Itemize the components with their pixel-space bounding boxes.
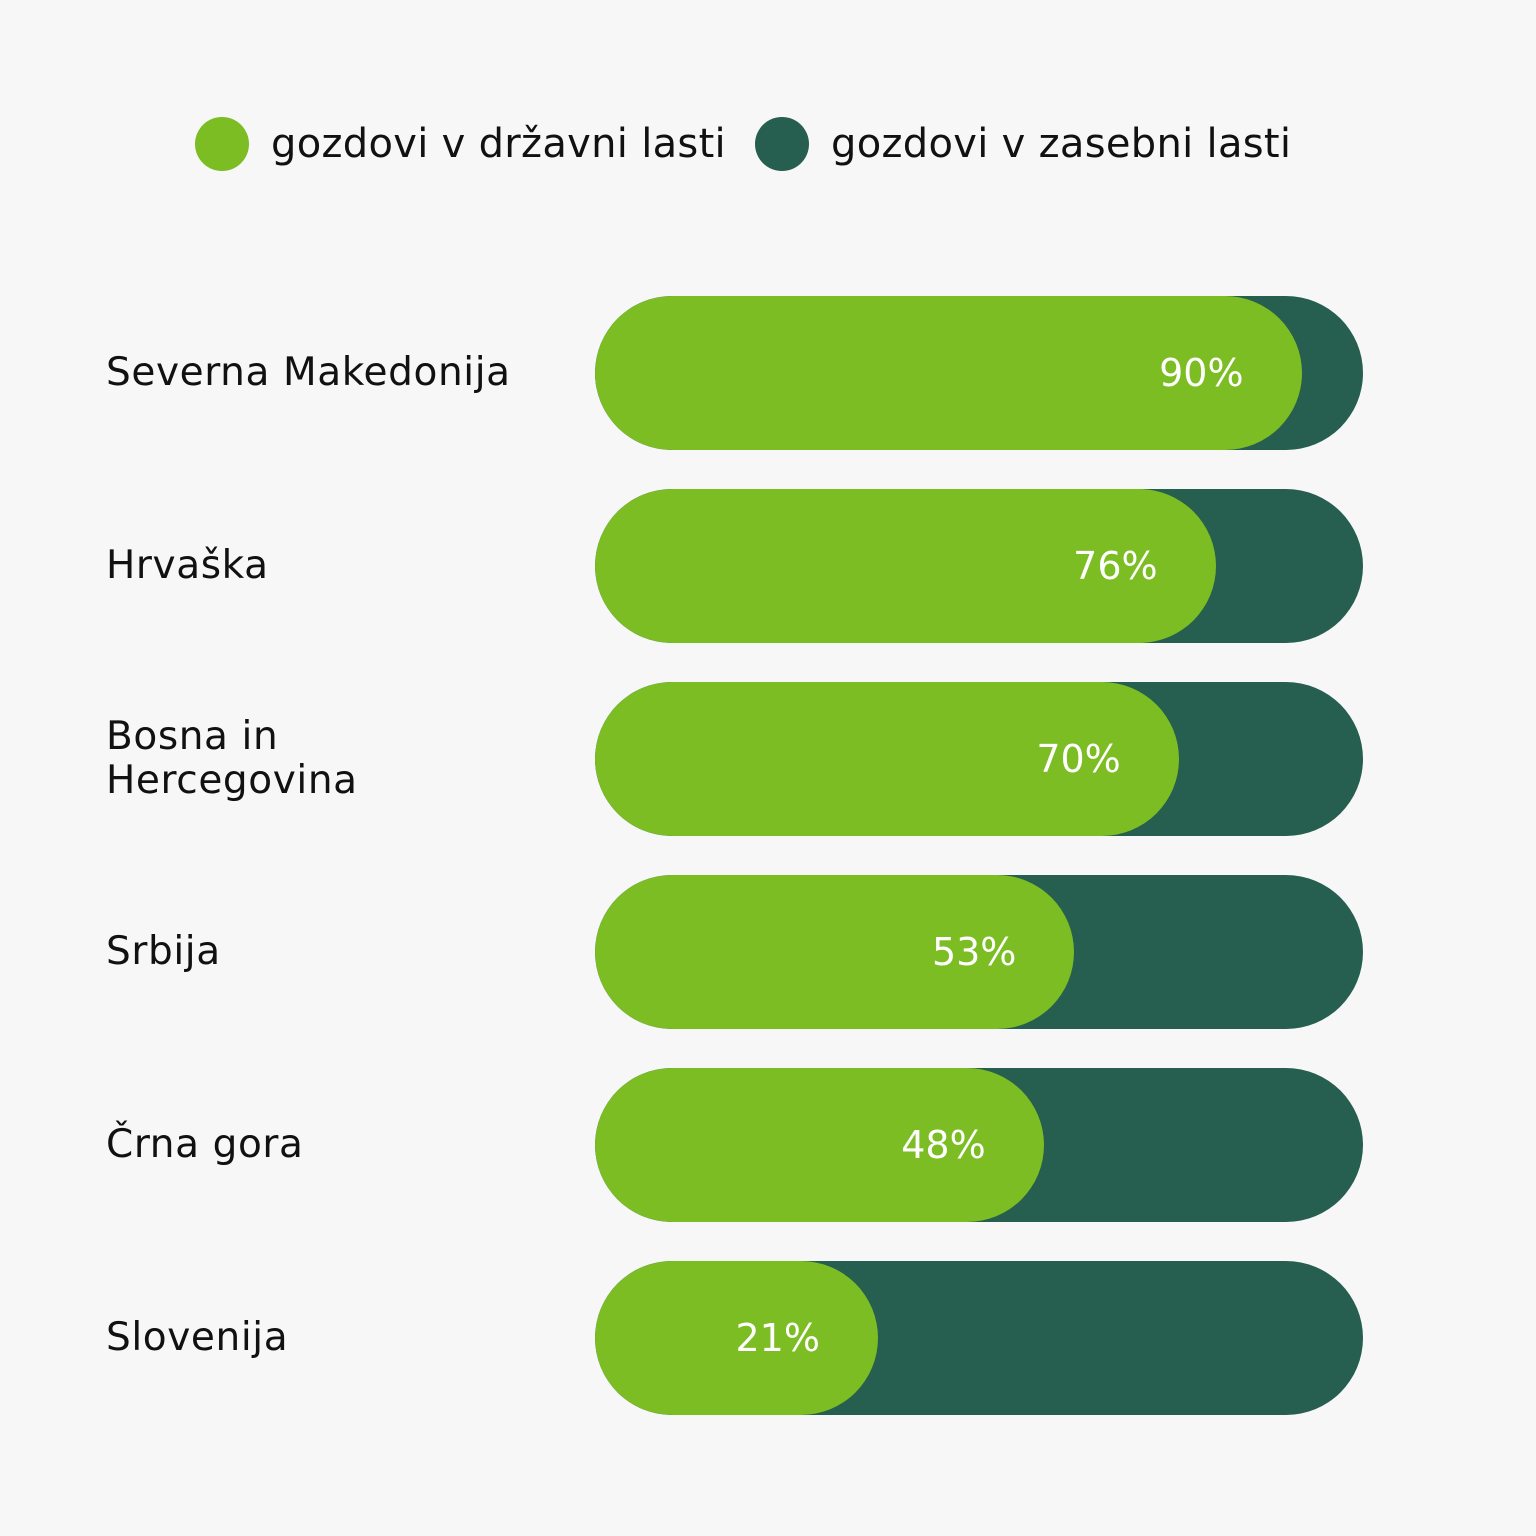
category-label: Črna gora bbox=[106, 1122, 304, 1167]
category-label: Hrvaška bbox=[106, 543, 269, 588]
bar-row: Bosna in Hercegovina 70% bbox=[0, 682, 1536, 836]
bar-private: 76% bbox=[595, 489, 1363, 643]
bar-state bbox=[595, 1068, 1044, 1222]
legend: gozdovi v državni lasti gozdovi v zasebn… bbox=[0, 112, 1536, 176]
bar-row: Slovenija 21% bbox=[0, 1261, 1536, 1415]
bar-state bbox=[595, 296, 1302, 450]
bar-state bbox=[595, 682, 1179, 836]
legend-swatch-state bbox=[195, 117, 249, 171]
data-label: 70% bbox=[1036, 737, 1121, 781]
bar-private: 53% bbox=[595, 875, 1363, 1029]
bar-row: Srbija 53% bbox=[0, 875, 1536, 1029]
legend-swatch-private bbox=[755, 117, 809, 171]
bar-row: Severna Makedonija 90% bbox=[0, 296, 1536, 450]
bar-private: 70% bbox=[595, 682, 1363, 836]
bar-private: 21% bbox=[595, 1261, 1363, 1415]
category-label: Slovenija bbox=[106, 1315, 289, 1360]
data-label: 90% bbox=[1159, 351, 1244, 395]
data-label: 21% bbox=[735, 1316, 820, 1360]
legend-label-private: gozdovi v zasebni lasti bbox=[831, 121, 1292, 167]
bar-private: 90% bbox=[595, 296, 1363, 450]
bar-state bbox=[595, 875, 1075, 1029]
legend-item-state: gozdovi v državni lasti bbox=[195, 112, 726, 176]
category-label: Bosna in Hercegovina bbox=[106, 714, 358, 803]
bar-state bbox=[595, 489, 1216, 643]
bar-private: 48% bbox=[595, 1068, 1363, 1222]
legend-label-state: gozdovi v državni lasti bbox=[271, 121, 726, 167]
bar-state bbox=[595, 1261, 878, 1415]
category-label: Srbija bbox=[106, 929, 221, 974]
data-label: 76% bbox=[1073, 544, 1158, 588]
legend-item-private: gozdovi v zasebni lasti bbox=[755, 112, 1291, 176]
bar-row: Hrvaška 76% bbox=[0, 489, 1536, 643]
data-label: 53% bbox=[931, 930, 1017, 974]
category-label: Severna Makedonija bbox=[106, 350, 511, 395]
bar-row: Črna gora 48% bbox=[0, 1068, 1536, 1222]
data-label: 48% bbox=[901, 1123, 986, 1167]
